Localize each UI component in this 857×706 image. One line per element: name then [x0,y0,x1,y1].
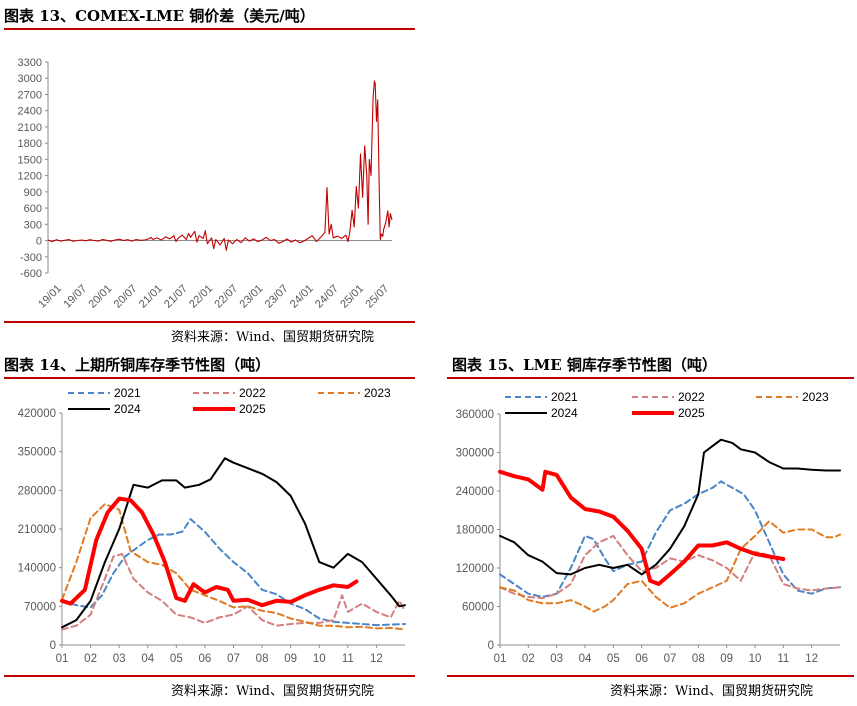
chart14-x-tick-label: 07 [227,653,240,665]
chart13-y-tick-label: 1500 [18,154,42,166]
chart13-y-tick-label: 900 [24,187,42,199]
chart15-x-tick-label: 02 [522,653,535,665]
chart15-legend-label-2022: 2022 [678,390,705,404]
chart15-title-rule [447,377,854,379]
chart15-source-rule [447,675,854,677]
chart13-source-rule [4,321,415,323]
chart14-legend-label-2021: 2021 [114,386,141,400]
chart13-series-line [47,80,393,251]
chart15-source: 资料来源：Wind、国贸期货研究院 [610,684,813,699]
chart15-y-tick-label: 60000 [462,602,494,614]
chart13-y-tick-label: 0 [36,236,42,248]
chart15-x-tick-label: 01 [494,653,507,665]
chart14-series-2025 [60,496,359,608]
chart14-x-tick-label: 01 [56,653,69,665]
chart14-x-tick-label: 11 [342,653,354,665]
chart13-y-tick-label: 2100 [18,122,42,134]
chart13-y-tick-label: 2400 [18,106,42,118]
chart15-legend-label-2021: 2021 [551,390,578,404]
chart13-y-tick-label: 2700 [18,89,42,101]
chart15-legend-label-2024: 2024 [551,406,578,420]
chart14-source: 资料来源：Wind、国贸期货研究院 [171,684,374,699]
chart15-x-tick-label: 07 [664,653,677,665]
chart15-legend-label-2023: 2023 [802,390,829,404]
chart14-y-tick-label: 280000 [18,485,56,497]
chart15-series-2024 [499,438,841,576]
chart15-series-2022 [499,534,841,600]
chart14-x-tick-label: 08 [256,653,269,665]
chart14-legend-label-2022: 2022 [239,386,266,400]
chart15-x-tick-label: 03 [550,653,563,665]
chart14-y-tick-label: 210000 [18,524,56,536]
chart13-y-tick-label: 1200 [18,171,42,183]
chart15-x-tick-label: 06 [635,653,648,665]
chart13-y-tick-label: 1800 [18,138,42,150]
chart15-y-tick-label: 0 [488,640,494,652]
chart14-y-tick-label: 70000 [24,601,56,613]
chart14-x-tick-label: 09 [284,653,297,665]
chart15-series-2025 [498,469,786,586]
chart14-x-tick-label: 02 [84,653,97,665]
chart15-x-tick-label: 12 [805,653,818,665]
chart14-x-tick-label: 06 [199,653,212,665]
chart15-x-tick-label: 04 [579,653,592,665]
chart14-x-tick-label: 05 [170,653,183,665]
chart14-source-rule [4,675,415,677]
chart14-legend-label-2024: 2024 [114,402,141,416]
chart14-y-tick-label: 140000 [18,563,56,575]
chart14-x-tick-label: 03 [113,653,126,665]
chart15-x-tick-label: 10 [749,653,762,665]
chart13-y-tick-label: 300 [24,219,42,231]
chart14-series-2022 [61,552,406,631]
chart15-x-tick-label: 11 [777,653,789,665]
chart14-series-2023 [61,503,406,631]
chart15-y-tick-label: 360000 [456,409,494,421]
chart15-y-tick-label: 180000 [456,525,494,537]
chart13-y-tick-label: 600 [24,203,42,215]
chart14-x-tick-label: 04 [141,653,154,665]
chart13-source: 资料来源：Wind、国贸期货研究院 [171,330,374,345]
chart15-title: 图表 15、LME 铜库存季节性图（吨） [452,356,717,374]
chart14-legend-label-2025: 2025 [239,402,266,416]
chart14-x-tick-label: 10 [313,653,326,665]
chart14-y-tick-label: 420000 [18,408,56,420]
chart15-y-tick-label: 120000 [456,563,494,575]
chart15-series-2021 [499,480,841,598]
chart15-y-tick-label: 240000 [456,486,494,498]
chart13-y-tick-label: -600 [20,268,42,280]
chart14-y-tick-label: 0 [50,640,56,652]
chart13-title-rule [4,28,415,30]
chart15-x-tick-label: 09 [720,653,733,665]
chart13-y-tick-label: -300 [20,252,42,264]
chart14-series-2024 [61,457,406,629]
chart15-x-tick-label: 05 [607,653,620,665]
chart15-y-tick-label: 300000 [456,448,494,460]
chart14-title-rule [4,377,415,379]
chart15-series-2023 [499,520,841,613]
chart14-title: 图表 14、上期所铜库存季节性图（吨） [4,356,271,374]
chart14-x-tick-label: 12 [370,653,383,665]
chart15-x-tick-label: 08 [692,653,705,665]
chart13-y-tick-label: 3000 [18,73,42,85]
chart13-y-tick-label: 3300 [18,57,42,69]
chart14-legend-label-2023: 2023 [364,386,391,400]
chart15-legend-label-2025: 2025 [678,406,705,420]
chart14-y-tick-label: 350000 [18,447,56,459]
chart13-title: 图表 13、COMEX-LME 铜价差（美元/吨） [4,7,315,25]
chart14-series-2021 [61,518,406,627]
